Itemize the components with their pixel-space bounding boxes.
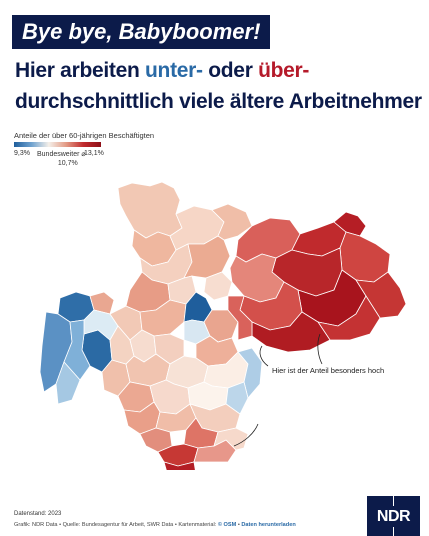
logo-text: NDR [376,508,411,525]
legend-title: Anteile der über 60-jährigen Beschäftigt… [14,131,155,140]
headline-part2: oder [202,59,259,82]
legend-mid-label: Bundesweiter ⌀ 10,7% [37,150,86,168]
region-ns-wolfenbuettel[interactable] [213,427,249,451]
logo-line-top [393,496,394,506]
legend-color-scale [14,142,101,147]
legend-min-label: 9,3% [14,150,30,157]
region-ns-grafschaft[interactable] [55,361,81,405]
region-mv-southeast[interactable] [317,295,381,341]
region-ns-wolfsburg[interactable] [237,347,263,399]
footer-date: Datenstand: 2023 [14,511,62,517]
region-ns-ostfriesland[interactable] [89,291,115,315]
region-sh-north[interactable] [117,181,183,239]
region-ns-helmstedt[interactable] [225,381,249,415]
footer-separator: • [236,522,242,528]
ndr-logo: NDR [367,496,420,536]
download-data-link[interactable]: Daten herunterladen [241,522,296,528]
logo-line-bottom [393,527,394,536]
annotation-leader-line-3 [233,423,259,447]
headline-line2: durchschnittlich viele ältere Arbeitnehm… [15,90,422,113]
region-ns-goettingen[interactable] [163,461,196,470]
header-banner: Bye bye, Babyboomer! [12,15,271,49]
region-brandenburg-north[interactable] [251,311,331,353]
osm-link[interactable]: © OSM [217,522,237,528]
legend-mid-text: Bundesweiter ⌀ [37,151,86,158]
headline-part1: Hier arbeiten [15,59,146,82]
annotation-high-share: Hier ist der Anteil besonders hoch [272,366,385,375]
legend-mid-value: 10,7% [57,160,78,167]
footer-credit: Grafik: NDR Data • Quelle: Bundesagentur… [14,522,296,528]
headline: Hier arbeiten unter- oder über-durchschn… [15,55,425,117]
legend-max-label: 13,1% [84,150,104,157]
region-ns-osnabrueck[interactable] [63,319,91,381]
region-ns-luechow[interactable] [227,295,253,341]
annotation-leader-line-2 [317,333,323,365]
footer-credit-text: Grafik: NDR Data • Quelle: Bundesagentur… [14,522,217,528]
headline-unter: unter- [145,59,203,82]
choropleth-map[interactable] [0,170,429,470]
annotation-leader-line-1 [259,345,269,367]
region-sh-ostholstein[interactable] [211,203,253,241]
headline-ueber: über- [258,59,310,82]
